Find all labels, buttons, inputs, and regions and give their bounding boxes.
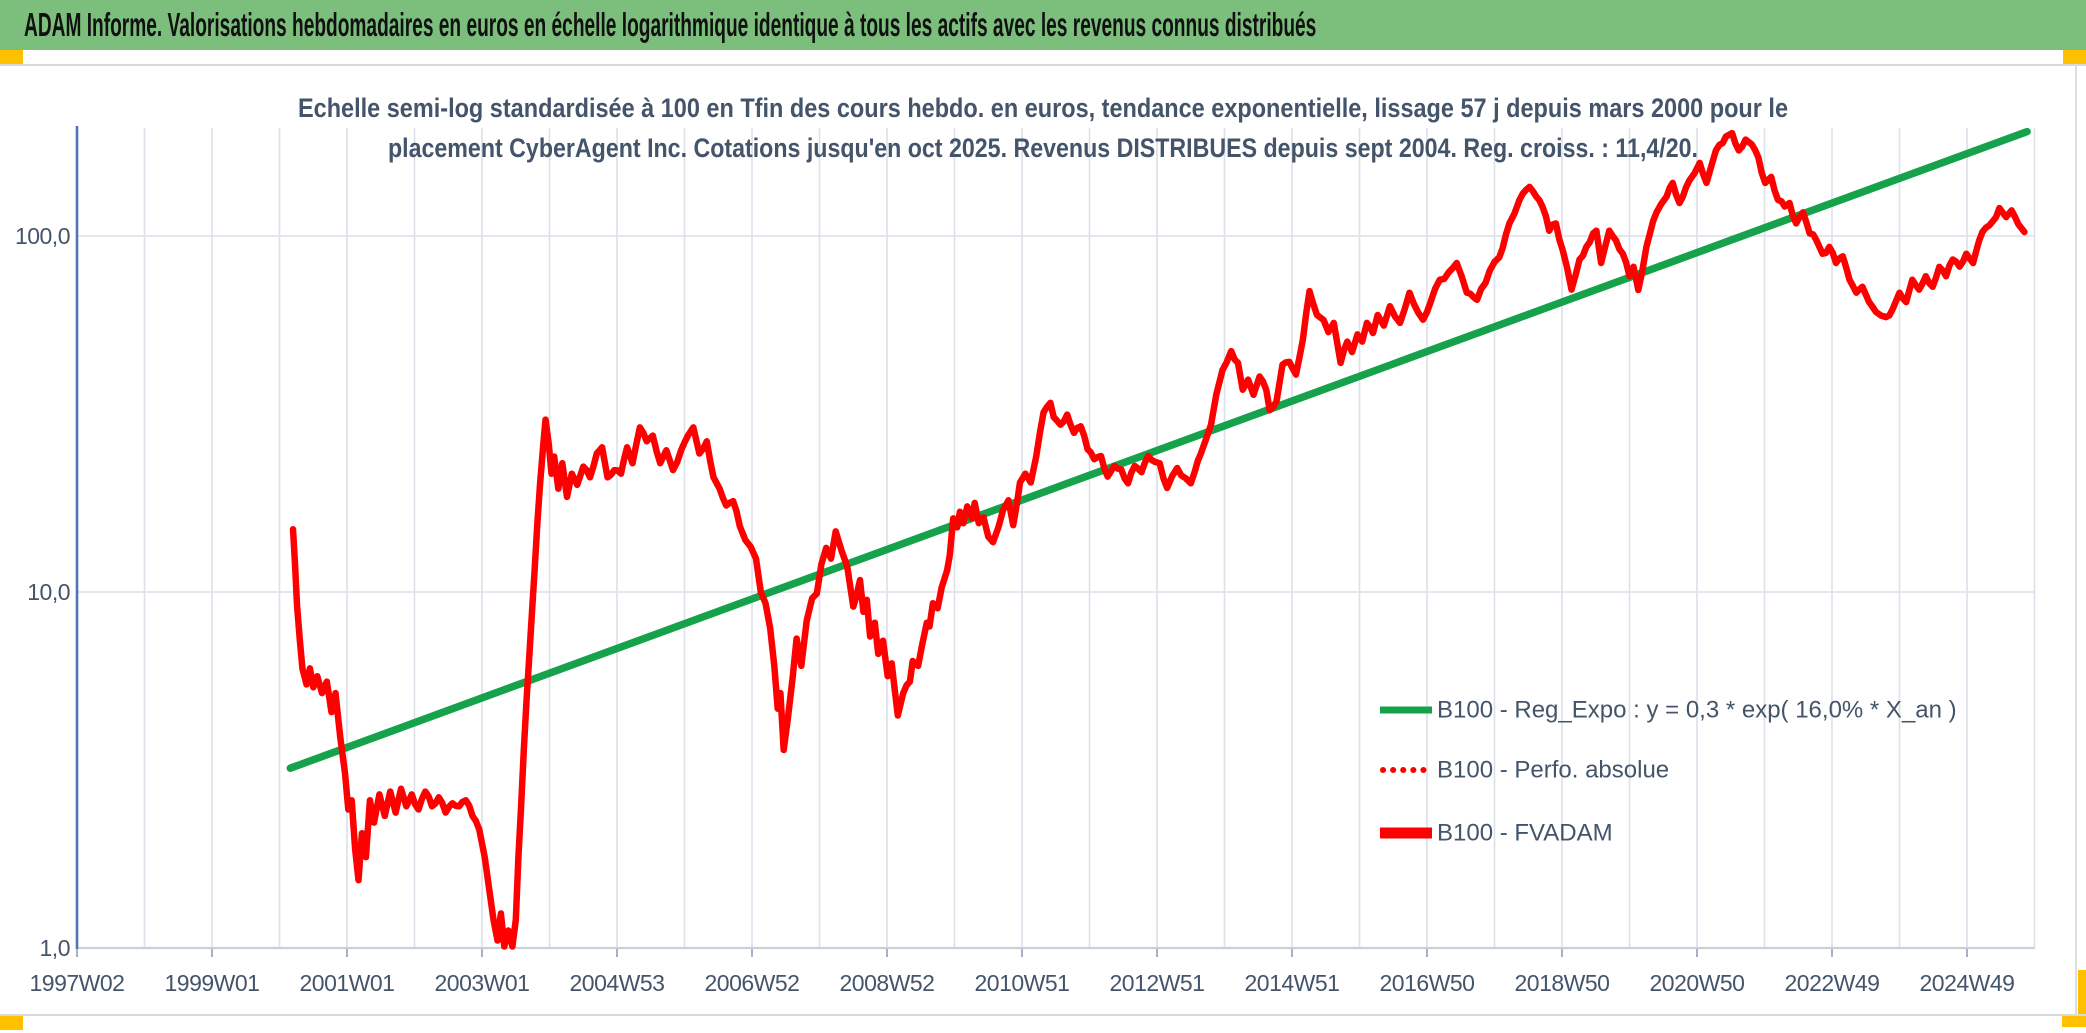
- x-tick-label: 1997W02: [30, 970, 125, 996]
- header-divider-line: [0, 64, 2086, 66]
- y-tick-label: 1,0: [40, 935, 70, 961]
- x-tick-label: 2003W01: [435, 970, 530, 996]
- legend-label-reg-expo: B100 - Reg_Expo : y = 0,3 * exp( 16,0% *…: [1437, 697, 1957, 724]
- legend-label-perfo-absolue: B100 - Perfo. absolue: [1437, 757, 1669, 784]
- title-bar: ADAM Informe. Valorisations hebdomadaire…: [0, 0, 2086, 50]
- x-tick-label: 2004W53: [570, 970, 665, 996]
- x-tick-label: 2016W50: [1380, 970, 1475, 996]
- accent-square-bottom-left: [0, 1016, 23, 1030]
- x-tick-label: 2022W49: [1785, 970, 1880, 996]
- x-tick-label: 2014W51: [1245, 970, 1340, 996]
- chart-subtitle-line-2: placement CyberAgent Inc. Cotations jusq…: [388, 133, 1698, 163]
- fvadam-line: [289, 129, 2028, 950]
- x-tick-label: 2012W51: [1110, 970, 1205, 996]
- legend-label-fvadam: B100 - FVADAM: [1437, 820, 1613, 847]
- accent-square-top-right: [2063, 50, 2086, 64]
- accent-corner-bottom-right-vertical: [2078, 970, 2086, 1027]
- x-tick-label: 2001W01: [300, 970, 395, 996]
- x-tick-label: 2006W52: [705, 970, 800, 996]
- x-tick-label: 2018W50: [1515, 970, 1610, 996]
- x-tick-label: 1999W01: [165, 970, 260, 996]
- y-tick-label: 100,0: [15, 223, 70, 249]
- x-tick-label: 2010W51: [975, 970, 1070, 996]
- page-title: ADAM Informe. Valorisations hebdomadaire…: [24, 6, 1317, 43]
- right-border-line: [2075, 64, 2077, 1014]
- x-tick-label: 2008W52: [840, 970, 935, 996]
- x-tick-label: 2020W50: [1650, 970, 1745, 996]
- legend: B100 - Reg_Expo : y = 0,3 * exp( 16,0% *…: [1380, 697, 1957, 847]
- plot-area: 1997W02 1999W01 2001W01 2003W01 2004W53 2006W…: [15, 126, 2036, 996]
- regression-line: [286, 127, 2031, 772]
- accent-square-top-left: [0, 50, 23, 64]
- x-tick-label: 2024W49: [1920, 970, 2015, 996]
- accent-corner-bottom-right-horizontal: [2062, 1016, 2086, 1027]
- bottom-divider-line: [0, 1014, 2086, 1016]
- y-tick-label: 10,0: [27, 579, 70, 605]
- chart-subtitle-line-1: Echelle semi-log standardisée à 100 en T…: [298, 93, 1788, 123]
